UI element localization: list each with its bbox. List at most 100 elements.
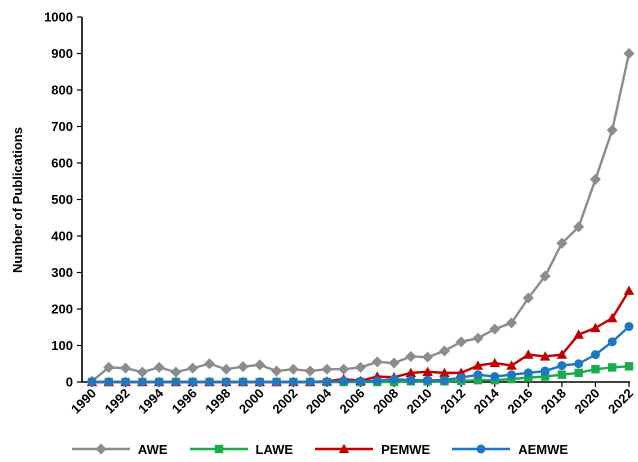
data-point-awe	[455, 336, 467, 348]
data-point-pemwe	[489, 357, 500, 368]
data-point-awe	[237, 361, 249, 373]
data-point-aemwe	[288, 377, 298, 387]
data-point-aemwe	[507, 370, 517, 380]
data-point-aemwe	[356, 376, 365, 386]
y-tick-label: 200	[51, 302, 73, 317]
legend-label-lawe: LAWE	[255, 441, 294, 457]
data-point-pemwe	[405, 367, 417, 378]
y-tick-label: 800	[51, 83, 73, 98]
data-point-lawe	[608, 363, 617, 372]
x-tick-label: 2000	[236, 386, 267, 417]
y-tick-label: 700	[51, 119, 73, 134]
data-point-aemwe	[204, 377, 214, 387]
y-tick-label: 1000	[44, 10, 73, 25]
data-point-awe	[489, 323, 501, 335]
y-axis-title: Number of Publications	[10, 127, 25, 273]
data-point-awe	[573, 221, 585, 233]
data-point-awe	[623, 48, 635, 59]
x-tick-label: 2016	[504, 386, 535, 417]
data-point-awe	[136, 366, 148, 378]
data-point-pemwe	[539, 351, 551, 361]
legend-swatch-lawe	[189, 444, 248, 454]
x-tick-label: 2010	[404, 386, 435, 417]
data-point-aemwe	[121, 377, 131, 387]
legend-item-lawe: LAWE	[188, 441, 294, 457]
data-point-awe	[120, 362, 132, 374]
data-point-awe	[355, 361, 366, 373]
data-point-awe	[539, 270, 551, 282]
legend-swatch-pemwe	[315, 443, 374, 454]
data-point-lawe	[540, 372, 550, 381]
data-point-awe	[304, 365, 316, 377]
data-point-aemwe	[574, 359, 584, 369]
data-point-awe	[170, 366, 182, 378]
data-point-pemwe	[573, 329, 584, 339]
data-point-aemwe	[439, 375, 449, 385]
x-tick-label: 1998	[202, 386, 233, 417]
data-point-awe	[606, 124, 618, 136]
data-point-aemwe	[389, 374, 399, 384]
data-point-awe	[103, 361, 115, 373]
data-point-aemwe	[322, 377, 332, 387]
legend-swatch-aemwe	[452, 444, 511, 454]
data-point-aemwe	[523, 368, 533, 378]
series-line-awe	[91, 53, 631, 383]
data-point-aemwe	[104, 377, 114, 387]
y-tick-label: 400	[51, 229, 73, 244]
legend-marker	[476, 444, 486, 454]
data-point-awe	[371, 356, 383, 368]
data-point-aemwe	[423, 375, 433, 385]
data-point-awe	[556, 237, 568, 249]
data-point-aemwe	[305, 377, 315, 387]
y-tick-label: 300	[51, 265, 73, 280]
plot-area: 0 100 200 300 400 500 600 700 800 900 1000 1990 1992…	[44, 10, 636, 417]
data-point-lawe	[473, 375, 483, 385]
data-point-awe	[388, 357, 400, 369]
y-tick-label: 900	[51, 46, 73, 61]
data-point-awe	[254, 359, 266, 371]
legend-swatch-awe	[71, 443, 130, 455]
x-tick-label: 2002	[269, 386, 300, 417]
data-point-lawe	[557, 370, 567, 379]
data-point-aemwe	[238, 377, 248, 387]
data-point-aemwe	[607, 337, 617, 347]
data-point-lawe	[574, 368, 583, 378]
legend-label-aemwe: AEMWE	[518, 441, 569, 457]
legend-marker	[95, 443, 107, 455]
data-point-aemwe	[272, 377, 282, 387]
data-point-awe	[506, 317, 518, 329]
data-point-awe	[187, 362, 199, 374]
data-point-aemwe	[490, 372, 500, 382]
data-point-pemwe	[439, 367, 450, 378]
legend-item-pemwe: PEMWE	[313, 442, 430, 457]
data-point-aemwe	[473, 370, 483, 380]
data-point-aemwe	[339, 376, 349, 386]
data-point-aemwe	[406, 375, 416, 385]
data-point-aemwe	[87, 377, 97, 387]
data-point-awe	[321, 363, 333, 375]
data-point-pemwe	[506, 360, 517, 370]
x-tick-label: 1992	[102, 386, 133, 417]
data-point-awe	[153, 361, 165, 373]
data-point-lawe	[624, 362, 634, 371]
data-point-awe	[203, 358, 215, 370]
data-point-awe	[438, 345, 450, 357]
data-point-aemwe	[255, 377, 265, 387]
data-point-awe	[220, 363, 232, 375]
x-tick-label: 2014	[471, 385, 503, 417]
data-point-awe	[271, 365, 283, 377]
data-point-lawe	[524, 373, 533, 382]
data-point-aemwe	[557, 361, 567, 371]
data-point-aemwe	[154, 377, 164, 387]
data-point-aemwe	[624, 322, 634, 332]
data-point-aemwe	[372, 376, 382, 386]
data-point-aemwe	[188, 377, 198, 387]
x-tick-label: 2018	[538, 386, 569, 417]
legend-marker	[338, 443, 350, 454]
data-point-awe	[522, 292, 534, 304]
data-point-pemwe	[590, 322, 601, 333]
y-tick-label: 600	[51, 156, 73, 171]
legend: AWE LAWE PEMWE AEMWE	[0, 438, 638, 460]
x-tick-label: 2020	[572, 386, 603, 417]
